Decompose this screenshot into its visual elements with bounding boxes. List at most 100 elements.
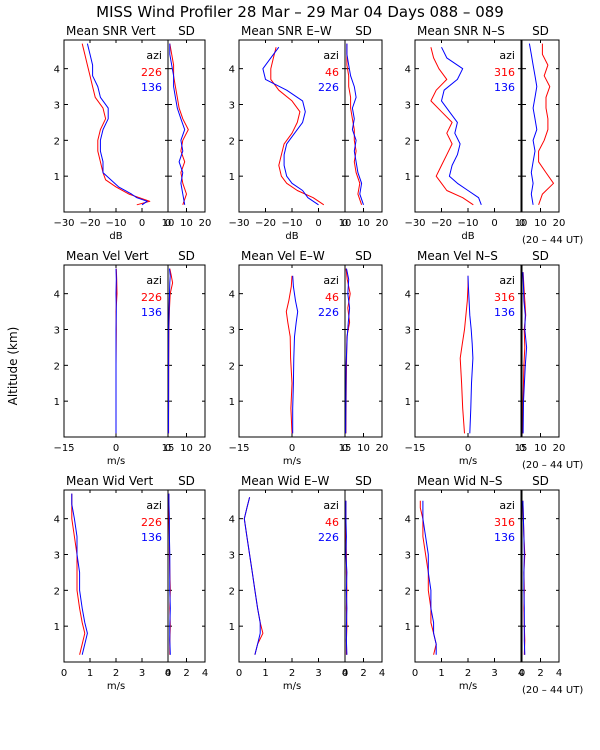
panel-3-4: SD 0 2 4 <box>342 474 385 679</box>
figure-title: MISS Wind Profiler 28 Mar – 29 Mar 04 Da… <box>96 3 504 21</box>
y-tick-label: 3 <box>54 326 60 337</box>
y-tick-label: 4 <box>229 290 235 301</box>
x-tick-label: 10 <box>357 443 370 454</box>
panel-title: SD <box>355 474 372 488</box>
series-line-red-1 <box>270 47 325 206</box>
x-tick-label: 0 <box>491 218 497 229</box>
panel-title: SD <box>178 24 195 38</box>
y-tick-label: 4 <box>54 515 60 526</box>
x-tick-label: −20 <box>255 218 276 229</box>
panel-frame <box>344 264 383 438</box>
legend-entry-blue: 226 <box>318 306 339 319</box>
x-tick-label: 0 <box>465 443 471 454</box>
y-tick-label: 1 <box>405 172 411 183</box>
x-tick-label: 2 <box>537 668 543 679</box>
x-tick-label: 20 <box>376 218 389 229</box>
series-line-red-1 <box>430 47 474 206</box>
x-tick-label: 20 <box>553 443 566 454</box>
time-note-row-3: (20 – 44 UT) <box>522 685 583 696</box>
series-line-blue-2 <box>528 43 538 205</box>
x-tick-label: 1 <box>438 668 444 679</box>
x-tick-label: 0 <box>519 443 525 454</box>
x-axis-label: m/s <box>107 681 125 692</box>
panel-title: SD <box>178 249 195 263</box>
legend-entry-blue: 226 <box>318 81 339 94</box>
panel-title: Mean SNR N–S <box>417 24 505 38</box>
y-tick-label: 2 <box>229 136 235 147</box>
y-tick-label: 2 <box>405 586 411 597</box>
series-line-blue-2 <box>441 46 482 205</box>
y-tick-label: 1 <box>229 622 235 633</box>
panel-2-4: SD 0 10 20 <box>342 249 389 454</box>
y-tick-label: 3 <box>229 101 235 112</box>
panel-title: Mean Wid E–W <box>241 474 329 488</box>
x-tick-label: 10 <box>162 218 175 229</box>
x-tick-label: 0 <box>165 443 171 454</box>
legend-entry-red: 226 <box>141 291 162 304</box>
x-tick-label: 10 <box>339 218 352 229</box>
panel-1-2: SD0 10 20 <box>165 24 212 229</box>
x-tick-label: −10 <box>281 218 302 229</box>
legend-header: azi <box>499 274 515 287</box>
panel-frame <box>167 264 206 438</box>
x-tick-label: −30 <box>53 218 74 229</box>
x-tick-label: −20 <box>431 218 452 229</box>
y-tick-label: 4 <box>405 65 411 76</box>
series-line-blue-2 <box>292 275 299 434</box>
x-tick-label: 0 <box>519 218 525 229</box>
y-tick-label: 3 <box>405 326 411 337</box>
panel-2-6: SD 0 10 20 <box>519 249 566 454</box>
y-tick-label: 2 <box>405 136 411 147</box>
series-line-blue-2 <box>522 500 526 655</box>
series-line-blue-2 <box>467 275 474 434</box>
series-line-blue-2 <box>169 43 186 205</box>
x-tick-label: −30 <box>404 218 425 229</box>
legend-header: azi <box>146 49 162 62</box>
x-axis-label: m/s <box>459 681 477 692</box>
y-tick-label: 4 <box>229 65 235 76</box>
legend-entry-blue: 136 <box>141 306 162 319</box>
x-axis-label: m/s <box>459 456 477 467</box>
y-tick-label: 3 <box>54 101 60 112</box>
x-tick-label: 0 <box>236 668 242 679</box>
x-tick-label: 2 <box>183 668 189 679</box>
y-tick-label: 1 <box>54 622 60 633</box>
x-tick-label: 0 <box>342 668 348 679</box>
x-tick-label: 0 <box>61 668 67 679</box>
panel-frame <box>521 489 560 663</box>
series-line-red-1 <box>538 43 554 205</box>
panel-frame <box>521 39 560 213</box>
series-line-red-1 <box>71 493 86 655</box>
panel-1-4: SD0 10 20 <box>342 24 389 229</box>
x-tick-label: 4 <box>379 668 385 679</box>
panel-title: Mean Vel E–W <box>241 249 325 263</box>
y-tick-label: 4 <box>229 515 235 526</box>
series-line-red-1 <box>285 275 293 434</box>
legend-header: azi <box>323 499 339 512</box>
x-tick-label: 0 <box>315 218 321 229</box>
y-tick-label: 1 <box>405 397 411 408</box>
x-tick-label: −15 <box>228 443 249 454</box>
y-tick-label: 2 <box>405 361 411 372</box>
x-tick-label: −20 <box>79 218 100 229</box>
y-tick-label: 3 <box>229 551 235 562</box>
series-line-red-1 <box>81 43 151 206</box>
altitude-axis-label: Altitude (km) <box>6 327 20 406</box>
legend-entry-blue: 136 <box>494 531 515 544</box>
panel-title: Mean SNR E–W <box>241 24 332 38</box>
x-tick-label: −10 <box>105 218 126 229</box>
x-tick-label: 0 <box>139 218 145 229</box>
x-tick-label: 10 <box>180 443 193 454</box>
panel-title: SD <box>355 249 372 263</box>
y-tick-label: 1 <box>229 172 235 183</box>
x-tick-label: 0 <box>342 443 348 454</box>
x-tick-label: 1 <box>87 668 93 679</box>
series-line-blue-2 <box>422 500 437 655</box>
panel-frame <box>344 489 383 663</box>
panel-title: Mean Vel N–S <box>417 249 498 263</box>
